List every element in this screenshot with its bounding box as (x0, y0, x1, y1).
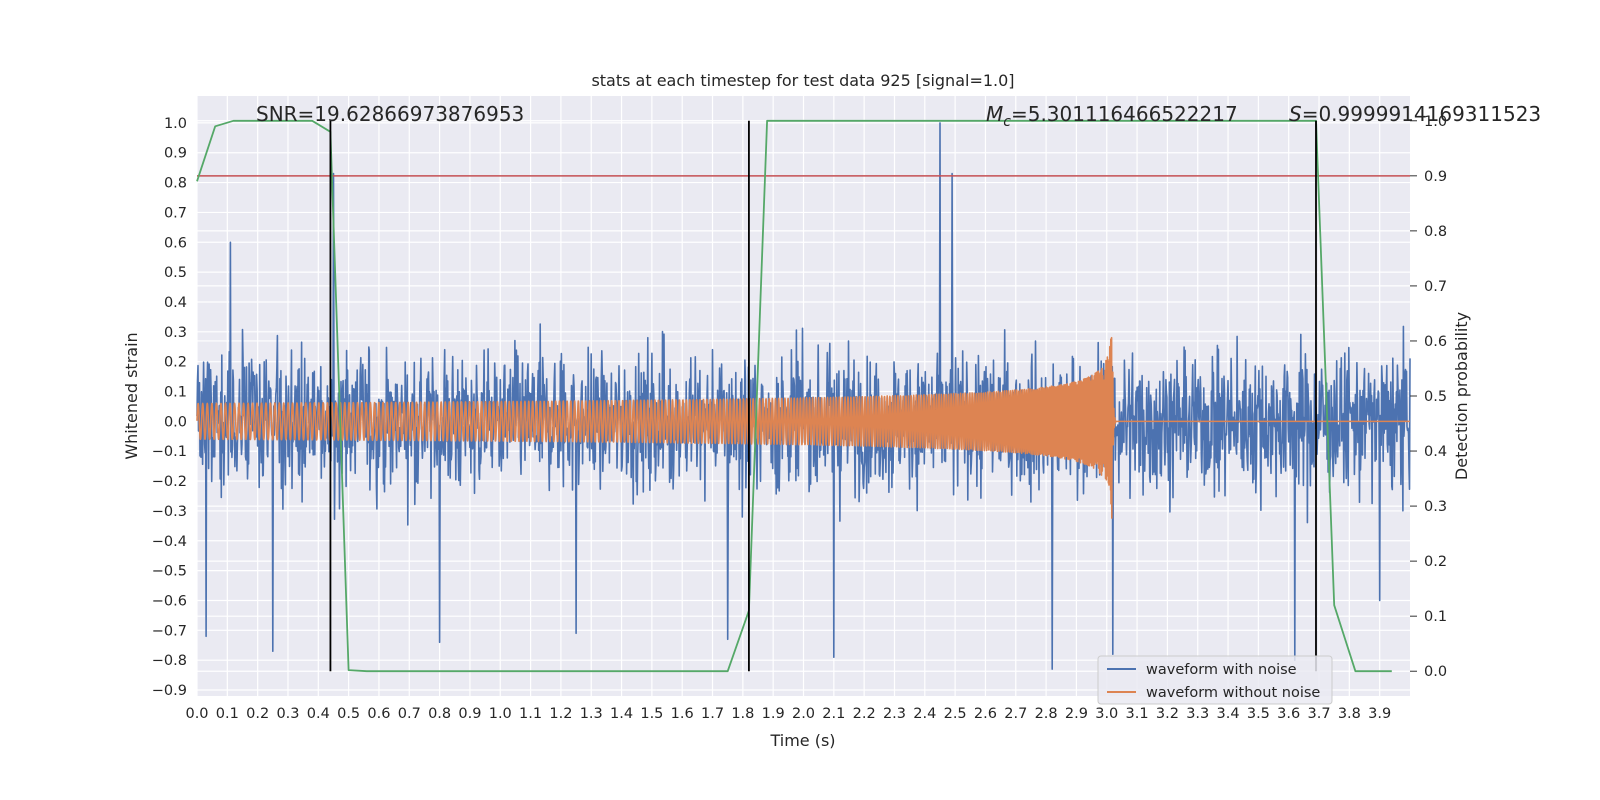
series-line-clean (196, 336, 1411, 519)
x-tick-label: 1.3 (580, 706, 603, 722)
x-tick-label: 1.2 (549, 706, 572, 722)
x-tick-label: 3.5 (1247, 706, 1270, 722)
y-tick-label-left: −0.6 (152, 593, 187, 609)
y-tick-label-right: 0.6 (1424, 334, 1447, 350)
x-tick-label: 3.4 (1217, 706, 1240, 722)
y-tick-label-left: −0.8 (152, 653, 187, 669)
x-tick-label: 1.6 (671, 706, 694, 722)
y-tick-label-right: 0.3 (1424, 499, 1447, 515)
y-tick-label-left: −0.4 (152, 534, 187, 550)
mc-symbol: M (986, 102, 1003, 126)
noise-series (196, 122, 1411, 670)
y-tick-label-right: 0.5 (1424, 389, 1447, 405)
x-tick-label: 1.1 (519, 706, 542, 722)
y-tick-label-right: 0.0 (1424, 664, 1447, 680)
y-tick-label-left: 0.5 (164, 265, 187, 281)
y-tick-label-left: 0.9 (164, 146, 187, 162)
chart-title: stats at each timestep for test data 925… (591, 71, 1014, 90)
y-tick-label-left: 0.8 (164, 176, 187, 192)
legend: waveform with noise waveform without noi… (1097, 655, 1333, 705)
x-tick-label: 0.9 (458, 706, 481, 722)
x-tick-label: 3.6 (1277, 706, 1300, 722)
x-tick-label: 1.0 (489, 706, 512, 722)
mc-annotation: Mc=5.301116466522217 (986, 102, 1238, 130)
x-tick-label: 3.3 (1186, 706, 1209, 722)
x-tick-label: 0.1 (216, 706, 239, 722)
x-tick-label: 1.9 (762, 706, 785, 722)
y-tick-label-left: −0.9 (152, 683, 187, 699)
x-tick-label: 1.8 (731, 706, 754, 722)
x-tick-label: 1.5 (640, 706, 663, 722)
x-tick-label: 0.4 (307, 706, 330, 722)
x-tick-label: 0.7 (398, 706, 421, 722)
legend-label-clean: waveform without noise (1146, 685, 1320, 701)
x-tick-label: 0.6 (367, 706, 390, 722)
y-tick-label-right: 0.1 (1424, 609, 1447, 625)
x-tick-label: 2.4 (913, 706, 936, 722)
y-axis-label-left: Whitened strain (122, 332, 141, 459)
y-tick-label-left: −0.5 (152, 564, 187, 580)
series-line-noise (196, 122, 1411, 670)
x-tick-label: 0.0 (185, 706, 208, 722)
s-annotation: S=0.9999914169311523 (1289, 102, 1541, 126)
mc-value: =5.301116466522217 (1011, 102, 1238, 126)
x-tick-label: 3.0 (1095, 706, 1118, 722)
y-tick-label-right: 0.8 (1424, 224, 1447, 240)
legend-box (1097, 655, 1333, 705)
y-tick-label-right: 0.9 (1424, 169, 1447, 185)
x-tick-label: 2.2 (853, 706, 876, 722)
x-tick-label: 0.5 (337, 706, 360, 722)
x-tick-label: 0.2 (246, 706, 269, 722)
marks-layer (196, 119, 1410, 673)
y-tick-label-right: 0.7 (1424, 279, 1447, 295)
grid (196, 96, 1410, 696)
snr-annotation: SNR=19.62866973876953 (256, 102, 524, 126)
clean-series (196, 336, 1411, 519)
x-tick-label: 1.7 (701, 706, 724, 722)
y-tick-label-left: 0.0 (164, 414, 187, 430)
y-tick-label-right: 1.0 (1424, 114, 1447, 130)
x-tick-label: 3.1 (1126, 706, 1149, 722)
x-tick-label: 0.8 (428, 706, 451, 722)
x-tick-label: 1.4 (610, 706, 633, 722)
x-tick-label: 2.8 (1035, 706, 1058, 722)
x-tick-label: 3.9 (1368, 706, 1391, 722)
y-tick-label-left: −0.2 (152, 474, 187, 490)
y-tick-label-left: 1.0 (164, 116, 187, 132)
x-tick-label: 2.1 (822, 706, 845, 722)
mc-subscript: c (1003, 114, 1011, 130)
y-tick-label-left: 0.2 (164, 355, 187, 371)
series-line-detection (196, 119, 1392, 673)
s-symbol: S (1289, 102, 1302, 126)
y-tick-label-left: 0.6 (164, 235, 187, 251)
y-tick-label-right: 0.2 (1424, 554, 1447, 570)
s-value: =0.9999914169311523 (1302, 102, 1541, 126)
ticks-layer: 0.0 0.1 0.2 0.3 0.4 0.5 0.6 0.7 0.8 0.9 1.0 1.1 1.2 1… (152, 114, 1447, 722)
x-tick-label: 2.9 (1065, 706, 1088, 722)
y-tick-label-left: −0.3 (152, 504, 187, 520)
x-tick-label: 3.2 (1156, 706, 1179, 722)
x-tick-label: 2.6 (974, 706, 997, 722)
y-tick-label-left: 0.3 (164, 325, 187, 341)
y-tick-label-left: −0.1 (152, 444, 187, 460)
y-axis-label-right: Detection probability (1452, 312, 1471, 480)
y-tick-label-right: 0.4 (1424, 444, 1447, 460)
y-tick-label-left: 0.7 (164, 205, 187, 221)
x-tick-label: 2.3 (883, 706, 906, 722)
x-tick-label: 2.5 (944, 706, 967, 722)
x-tick-label: 3.7 (1307, 706, 1330, 722)
x-axis-label: Time (s) (769, 731, 835, 750)
x-tick-label: 2.0 (792, 706, 815, 722)
y-tick-label-left: 0.1 (164, 385, 187, 401)
x-tick-label: 3.8 (1338, 706, 1361, 722)
x-tick-label: 0.3 (276, 706, 299, 722)
y-tick-label-left: 0.4 (164, 295, 187, 311)
y-tick-label-left: −0.7 (152, 623, 187, 639)
x-tick-label: 2.7 (1004, 706, 1027, 722)
legend-label-noise: waveform with noise (1146, 662, 1297, 678)
